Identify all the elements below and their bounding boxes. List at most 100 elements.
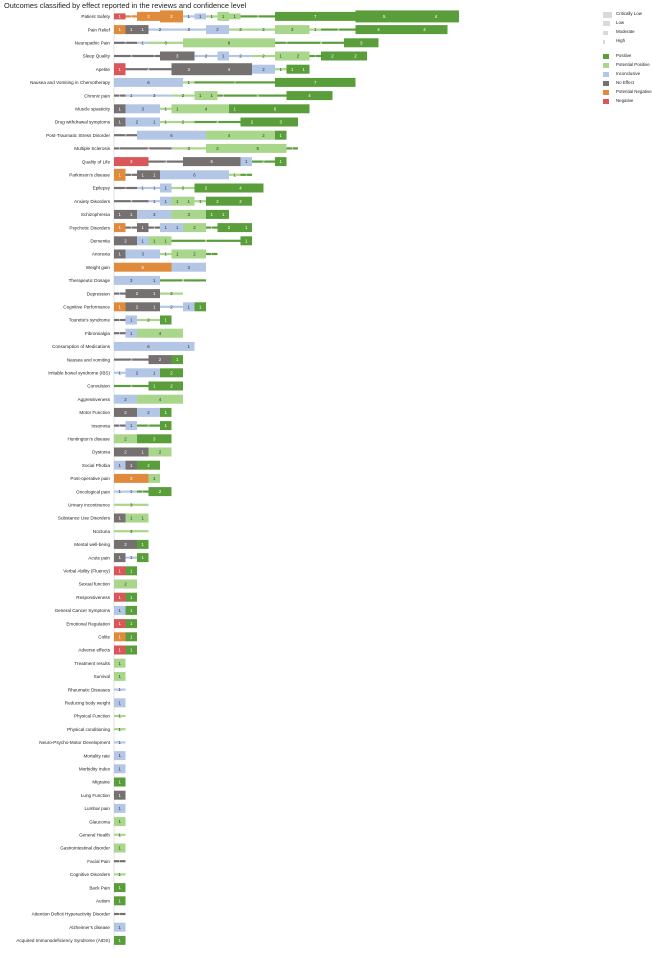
bar-segment — [275, 77, 356, 87]
data-label: 1 — [153, 172, 156, 177]
legend-item-positive: Positive — [600, 52, 650, 61]
bar-segment — [252, 54, 275, 58]
bar-segment — [160, 279, 206, 282]
category-label: Physical Function — [74, 714, 110, 719]
data-label: 1 — [119, 172, 122, 177]
data-label: 5 — [142, 265, 145, 270]
data-label: 1 — [211, 93, 214, 98]
data-label: 1 — [119, 872, 122, 877]
legend-item-inconclusive: Inconclusive — [600, 70, 650, 79]
bar-segment — [125, 592, 137, 602]
bar-segment — [206, 143, 229, 153]
data-label: 7 — [234, 80, 237, 85]
category-label: Anxiety Disorders — [74, 199, 111, 204]
bar-segment — [148, 368, 160, 378]
bar-row: Reducing body weight 1 — [65, 698, 126, 708]
category-label: Patient Safety — [81, 14, 110, 19]
category-label: Glaucoma — [89, 819, 110, 824]
bar-segment — [114, 751, 126, 761]
data-label: 1 — [119, 568, 122, 573]
bar-segment — [137, 513, 149, 523]
bar-segment — [217, 94, 229, 97]
bar-segment — [114, 25, 126, 35]
data-label: 4 — [228, 67, 231, 72]
category-label: Physical conditioning — [67, 727, 110, 732]
bar-segment — [137, 328, 183, 338]
data-label: 1 — [130, 318, 133, 323]
data-label: 2 — [147, 14, 150, 19]
legend-item-potential-positive: Potential Positive — [600, 61, 650, 70]
category-label: Pain Relief — [88, 27, 111, 32]
data-label: 1 — [119, 687, 122, 692]
legend-item-critically-low: Critically Low — [600, 10, 650, 19]
bar-segment — [275, 51, 287, 61]
data-label: 1 — [211, 252, 214, 257]
data-label: 1 — [314, 54, 317, 59]
bar-segment — [321, 51, 344, 61]
bar-segment — [148, 160, 183, 163]
bar-segment — [240, 104, 310, 114]
data-label: 2 — [216, 199, 219, 204]
legend-item-low: Low — [600, 19, 650, 28]
data-label: 2 — [136, 291, 139, 296]
category-label: Survival — [94, 674, 110, 679]
bar-segment — [114, 223, 126, 233]
bar-segment — [114, 539, 137, 549]
category-label: Nausea and Vomiting in Chemotherapy — [30, 80, 111, 85]
category-label: Quality of Life — [82, 159, 111, 164]
category-label: Gastrointestinal disorder — [60, 846, 110, 851]
data-label: 3 — [153, 436, 156, 441]
data-label: 1 — [119, 489, 122, 494]
category-label: Post-Traumatic Stress Disorder — [46, 133, 110, 138]
bar-segment — [137, 209, 172, 219]
bar-segment — [114, 358, 149, 361]
bar-row: Colite 1 1 — [98, 632, 137, 642]
bar-row: Lung Function 1 — [81, 790, 126, 800]
bar-segment — [114, 579, 137, 589]
data-label: 2 — [182, 93, 185, 98]
bar-row: Neuropathic Pain 2 1 3 8 2 4 3 — [75, 38, 379, 48]
bar-segment — [114, 605, 126, 615]
data-label: 1 — [119, 318, 122, 323]
bar-segment — [125, 368, 149, 378]
bar-segment — [137, 460, 160, 470]
category-label: Psychotic Disorders — [69, 225, 110, 230]
bar-segment — [171, 249, 183, 259]
category-label: Tourette's syndrome — [69, 318, 111, 323]
data-label: 2 — [124, 40, 127, 45]
bar-segment — [160, 51, 195, 61]
legend-label: Critically Low — [616, 11, 642, 16]
data-label: 1 — [142, 542, 145, 547]
bar-segment — [252, 130, 275, 140]
bar-segment — [137, 94, 172, 97]
data-label: 1 — [119, 793, 122, 798]
data-label: 2 — [239, 199, 242, 204]
category-label: Weight gain — [86, 265, 111, 270]
data-label: 1 — [222, 14, 225, 19]
bar-segment — [183, 38, 275, 48]
bar-segment — [160, 107, 172, 110]
bar-row: Urinary incontinence 3 — [68, 502, 149, 508]
data-label: 1 — [153, 304, 156, 309]
bar-segment — [114, 658, 126, 668]
category-label: Morbidity Index — [79, 767, 111, 772]
bar-segment — [114, 833, 126, 836]
data-label: 4 — [147, 67, 150, 72]
bar-segment — [125, 117, 149, 127]
bar-row: Post-Traumatic Stress Disorder 2 6 4 2 1 — [46, 130, 287, 140]
data-label: 1 — [142, 516, 145, 521]
data-label: 1 — [199, 93, 202, 98]
bar-segment — [114, 200, 149, 203]
data-label: 1 — [153, 199, 156, 204]
data-label: 1 — [119, 674, 122, 679]
data-label: 1 — [119, 714, 122, 719]
bar-row: Treatment results 1 — [74, 658, 126, 668]
data-label: 6 — [170, 133, 173, 138]
data-label: 1 — [234, 106, 237, 111]
data-label: 1 — [199, 199, 202, 204]
data-label: 1 — [142, 172, 145, 177]
data-label: 1 — [130, 423, 133, 428]
bar-segment — [114, 922, 126, 932]
bar-segment — [114, 147, 126, 150]
data-label: 2 — [124, 133, 127, 138]
